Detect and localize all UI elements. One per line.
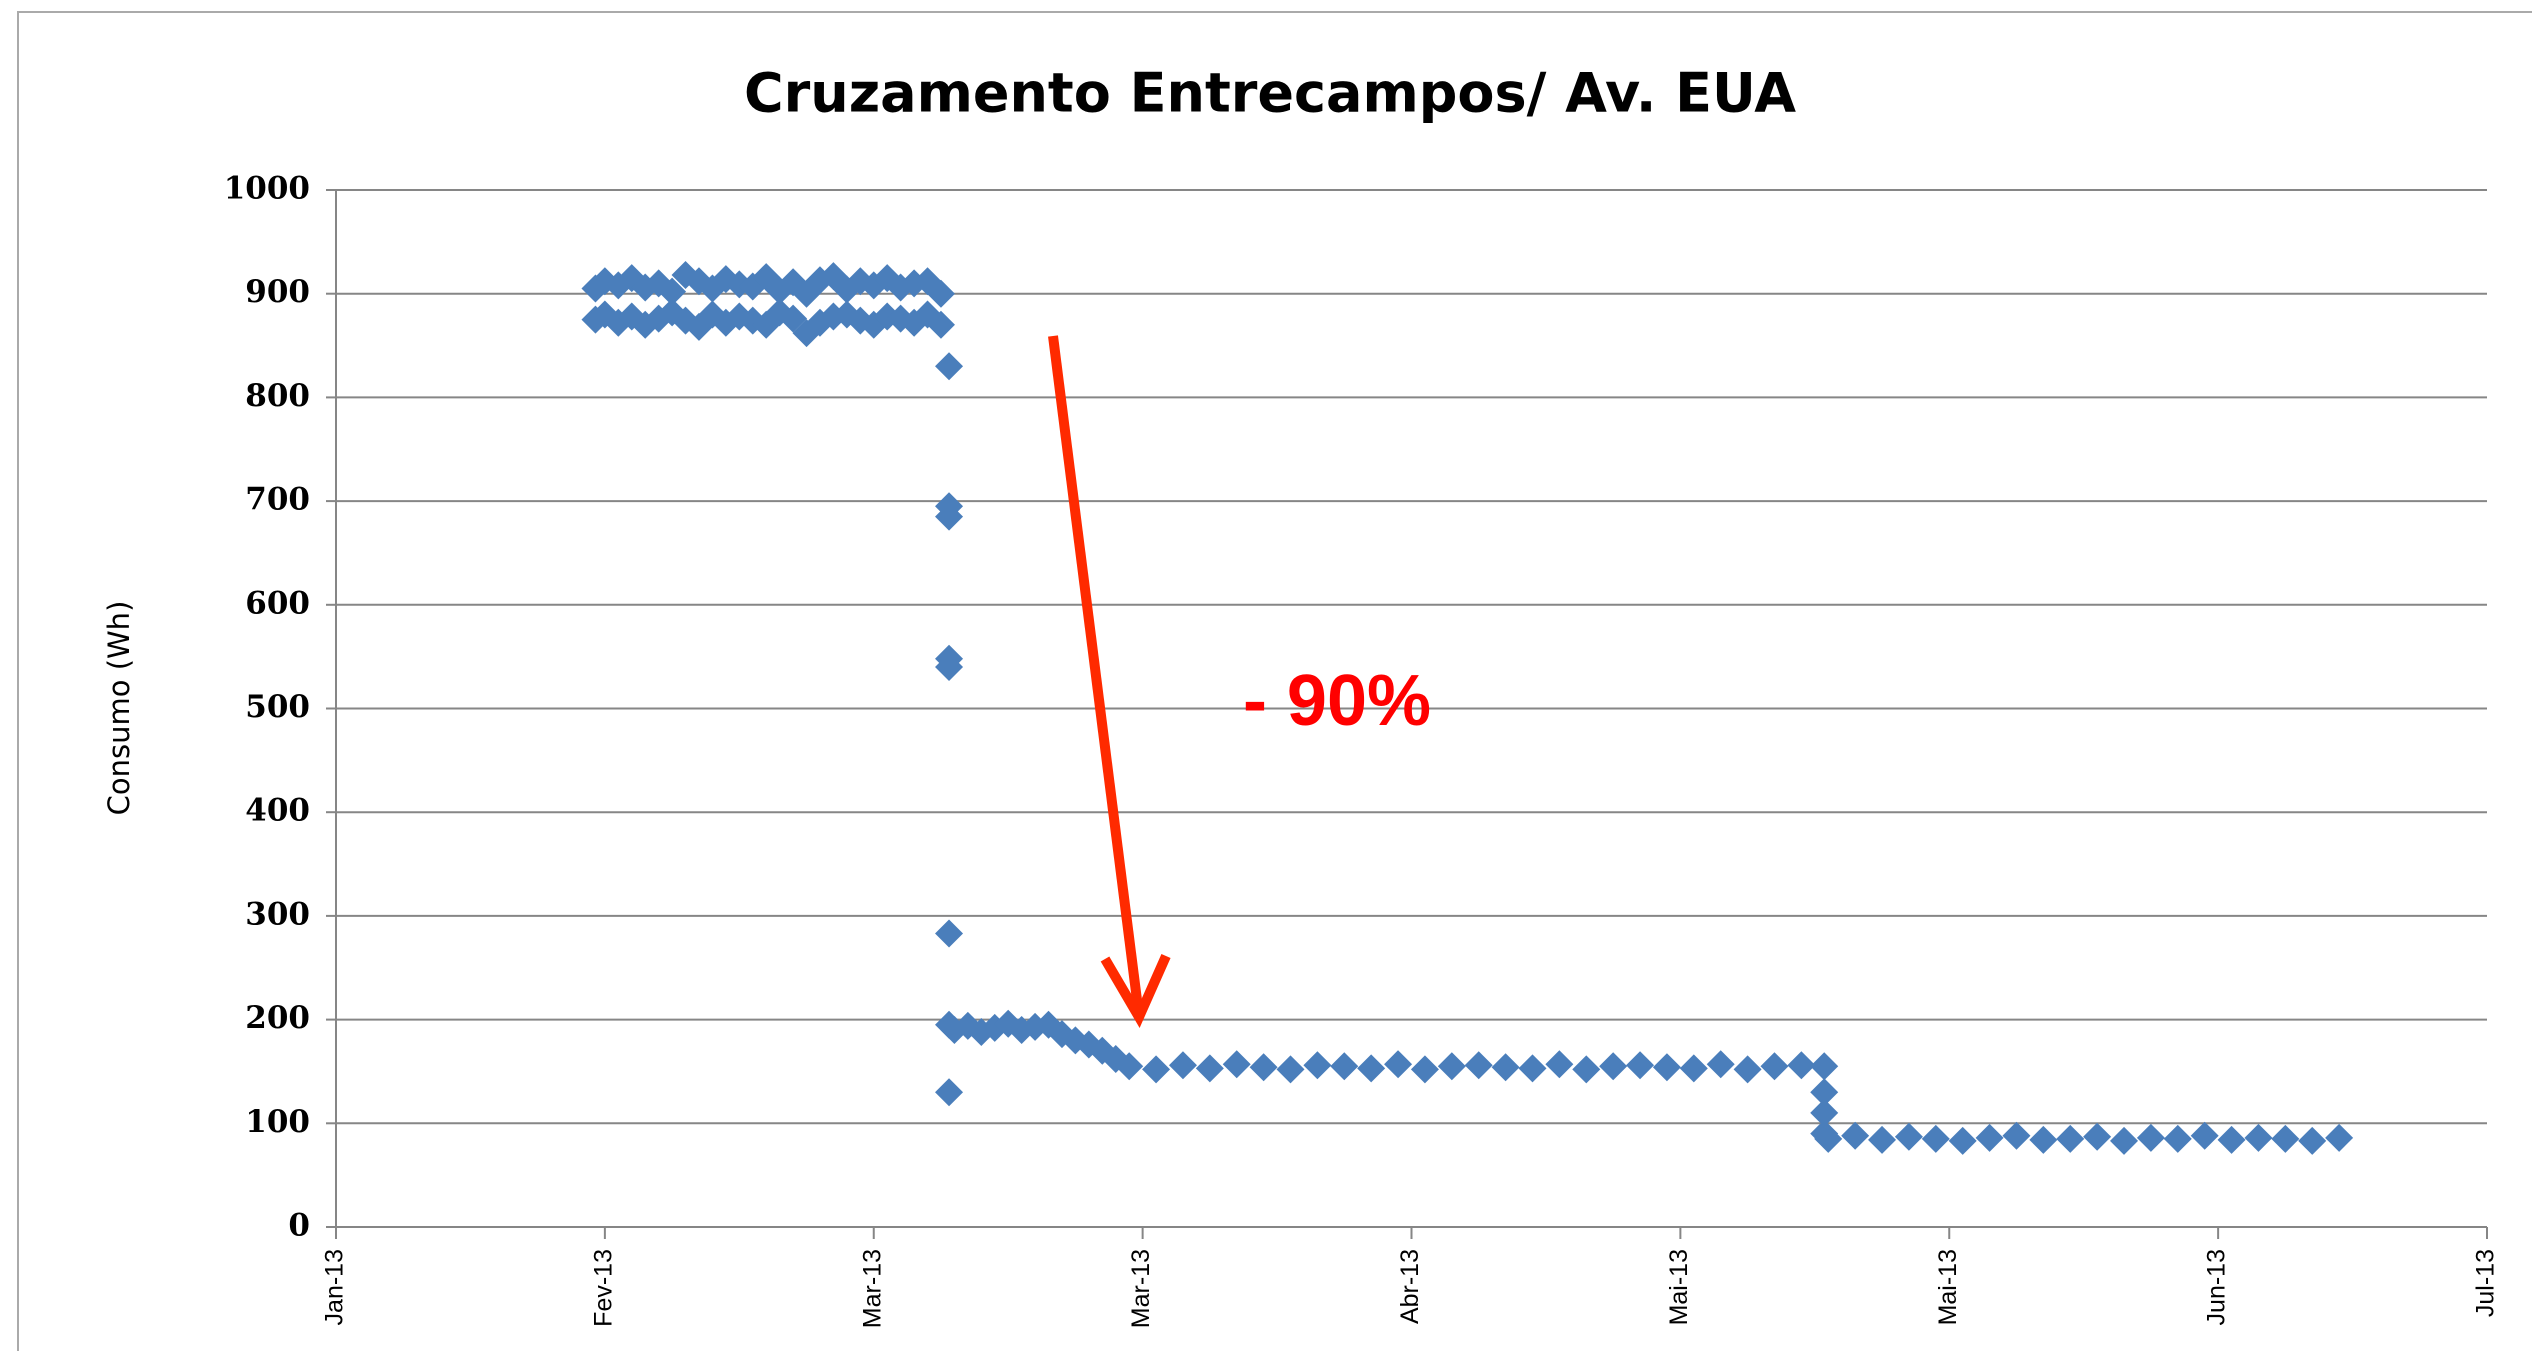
- y-axis-label: Consumo (Wh): [102, 601, 136, 816]
- data-point: [1491, 1053, 1520, 1082]
- data-point: [2217, 1125, 2246, 1154]
- y-tick-label: 400: [245, 793, 310, 829]
- y-tick-label: 700: [245, 482, 310, 518]
- x-tick-label: Abr-13: [1396, 1249, 1424, 1324]
- x-tick-label: Mai-13: [1934, 1249, 1962, 1325]
- y-tick-label: 900: [245, 274, 310, 310]
- data-point: [1814, 1124, 1843, 1153]
- data-point: [1760, 1052, 1789, 1081]
- x-tick-label: Jan-13: [321, 1249, 349, 1325]
- plot: 0 100 200 300 400 500 600 700 800 900 1000 Jan-13 Fe…: [224, 171, 2500, 1329]
- y-tick-label: 1000: [224, 171, 310, 207]
- data-point: [1518, 1054, 1547, 1083]
- data-point: [1921, 1124, 1950, 1153]
- data-point: [2163, 1124, 2192, 1153]
- x-tick-label: Jul-13: [2472, 1249, 2500, 1317]
- data-point: [2056, 1124, 2085, 1153]
- data-point: [967, 1018, 996, 1047]
- data-point: [1142, 1055, 1171, 1084]
- data-point: [2244, 1123, 2273, 1152]
- data-point: [1706, 1050, 1735, 1079]
- arrow: [1048, 335, 1143, 1009]
- data-point: [1410, 1055, 1439, 1084]
- data-point: [1894, 1122, 1923, 1151]
- data-point: [1330, 1052, 1359, 1081]
- data-point: [2083, 1122, 2112, 1151]
- x-tick-label: Mai-13: [1665, 1249, 1693, 1325]
- y-tick-label: 600: [245, 585, 310, 621]
- y-tick-label: 0: [288, 1208, 310, 1244]
- data-point: [658, 277, 687, 306]
- annotation: - 90%: [1243, 661, 1431, 741]
- data-point: [1303, 1051, 1332, 1080]
- data-point: [1810, 1098, 1839, 1127]
- data-point: [935, 352, 964, 381]
- data-point: [1545, 1050, 1574, 1079]
- data-point: [994, 1009, 1023, 1038]
- data-point: [1787, 1051, 1816, 1080]
- data-point: [1679, 1054, 1708, 1083]
- y-tick-label: 300: [245, 896, 310, 932]
- data-point: [1437, 1052, 1466, 1081]
- data-point: [1276, 1055, 1305, 1084]
- data-point: [2190, 1121, 2219, 1150]
- data-point: [1975, 1123, 2004, 1152]
- data-point: [1168, 1051, 1197, 1080]
- data-point: [2002, 1121, 2031, 1150]
- x-tick-label: Jun-13: [2203, 1249, 2231, 1325]
- data-point: [926, 279, 955, 308]
- x-tick-label: Mar-13: [1127, 1249, 1155, 1328]
- data-point: [1249, 1053, 1278, 1082]
- data-point: [2029, 1125, 2058, 1154]
- data-point: [1384, 1050, 1413, 1079]
- data-point: [1841, 1121, 1870, 1150]
- data-point: [1868, 1125, 1897, 1154]
- data-point: [1652, 1053, 1681, 1082]
- data-point: [2271, 1124, 2300, 1153]
- chart-title: Cruzamento Entrecampos/ Av. EUA: [744, 62, 1796, 125]
- data-point: [2136, 1123, 2165, 1152]
- arrow-head: [1100, 953, 1171, 1028]
- data-point: [1222, 1050, 1251, 1079]
- y-tick-label: 100: [245, 1104, 310, 1140]
- y-tick-label: 500: [245, 689, 310, 725]
- data-point: [1464, 1051, 1493, 1080]
- data-point: [1810, 1078, 1839, 1107]
- data-point: [935, 653, 964, 682]
- data-point: [935, 1078, 964, 1107]
- data-point: [1810, 1052, 1839, 1081]
- data-point: [1626, 1051, 1655, 1080]
- data-point: [926, 310, 955, 339]
- y-tick-label: 200: [245, 1000, 310, 1036]
- data-point: [2110, 1126, 2139, 1155]
- data-point: [1599, 1052, 1628, 1081]
- data-point: [1115, 1052, 1144, 1081]
- data-point: [935, 502, 964, 531]
- data-point: [2298, 1126, 2327, 1155]
- x-tick-label: Fev-13: [589, 1249, 617, 1327]
- data-point: [1733, 1055, 1762, 1084]
- x-tick-label: Mar-13: [858, 1249, 886, 1328]
- data-point: [1357, 1054, 1386, 1083]
- data-point: [935, 919, 964, 948]
- data-point: [2325, 1123, 2354, 1152]
- y-tick-label: 800: [245, 378, 310, 414]
- data-point: [1572, 1055, 1601, 1084]
- data-point: [1948, 1126, 1977, 1155]
- data-point: [1195, 1054, 1224, 1083]
- chart-border: [17, 11, 2532, 1351]
